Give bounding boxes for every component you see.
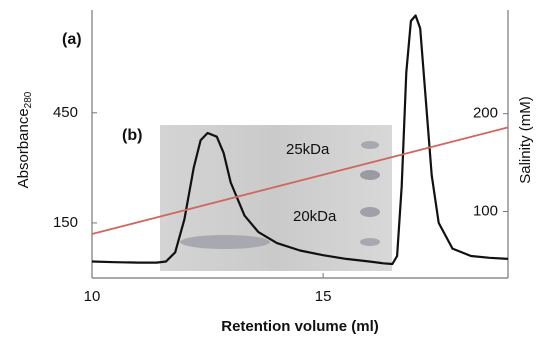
annotation: (b): [122, 127, 142, 144]
gel-inset: [160, 125, 392, 271]
annotation: 20kDa: [293, 208, 337, 225]
y2-axis-label: Salinity (mM): [517, 96, 534, 184]
x-tick-label: 10: [84, 288, 101, 305]
chart: (a) (b) 25kDa 20kDa Retention volume (ml…: [0, 0, 537, 341]
y-axis-label: Absorbance280: [15, 91, 34, 188]
y2-tick-label: 100: [473, 202, 498, 219]
y-tick-label: 150: [53, 214, 78, 231]
annotation: (a): [62, 31, 82, 48]
y-axis-label-sub: 280: [23, 91, 34, 108]
y-axis-label-main: Absorbance: [15, 108, 32, 188]
y2-tick-label: 200: [473, 105, 498, 122]
y-tick-label: 450: [53, 104, 78, 121]
x-tick-label: 15: [315, 288, 332, 305]
annotation: 25kDa: [286, 141, 330, 158]
x-axis-label: Retention volume (ml): [221, 318, 379, 335]
